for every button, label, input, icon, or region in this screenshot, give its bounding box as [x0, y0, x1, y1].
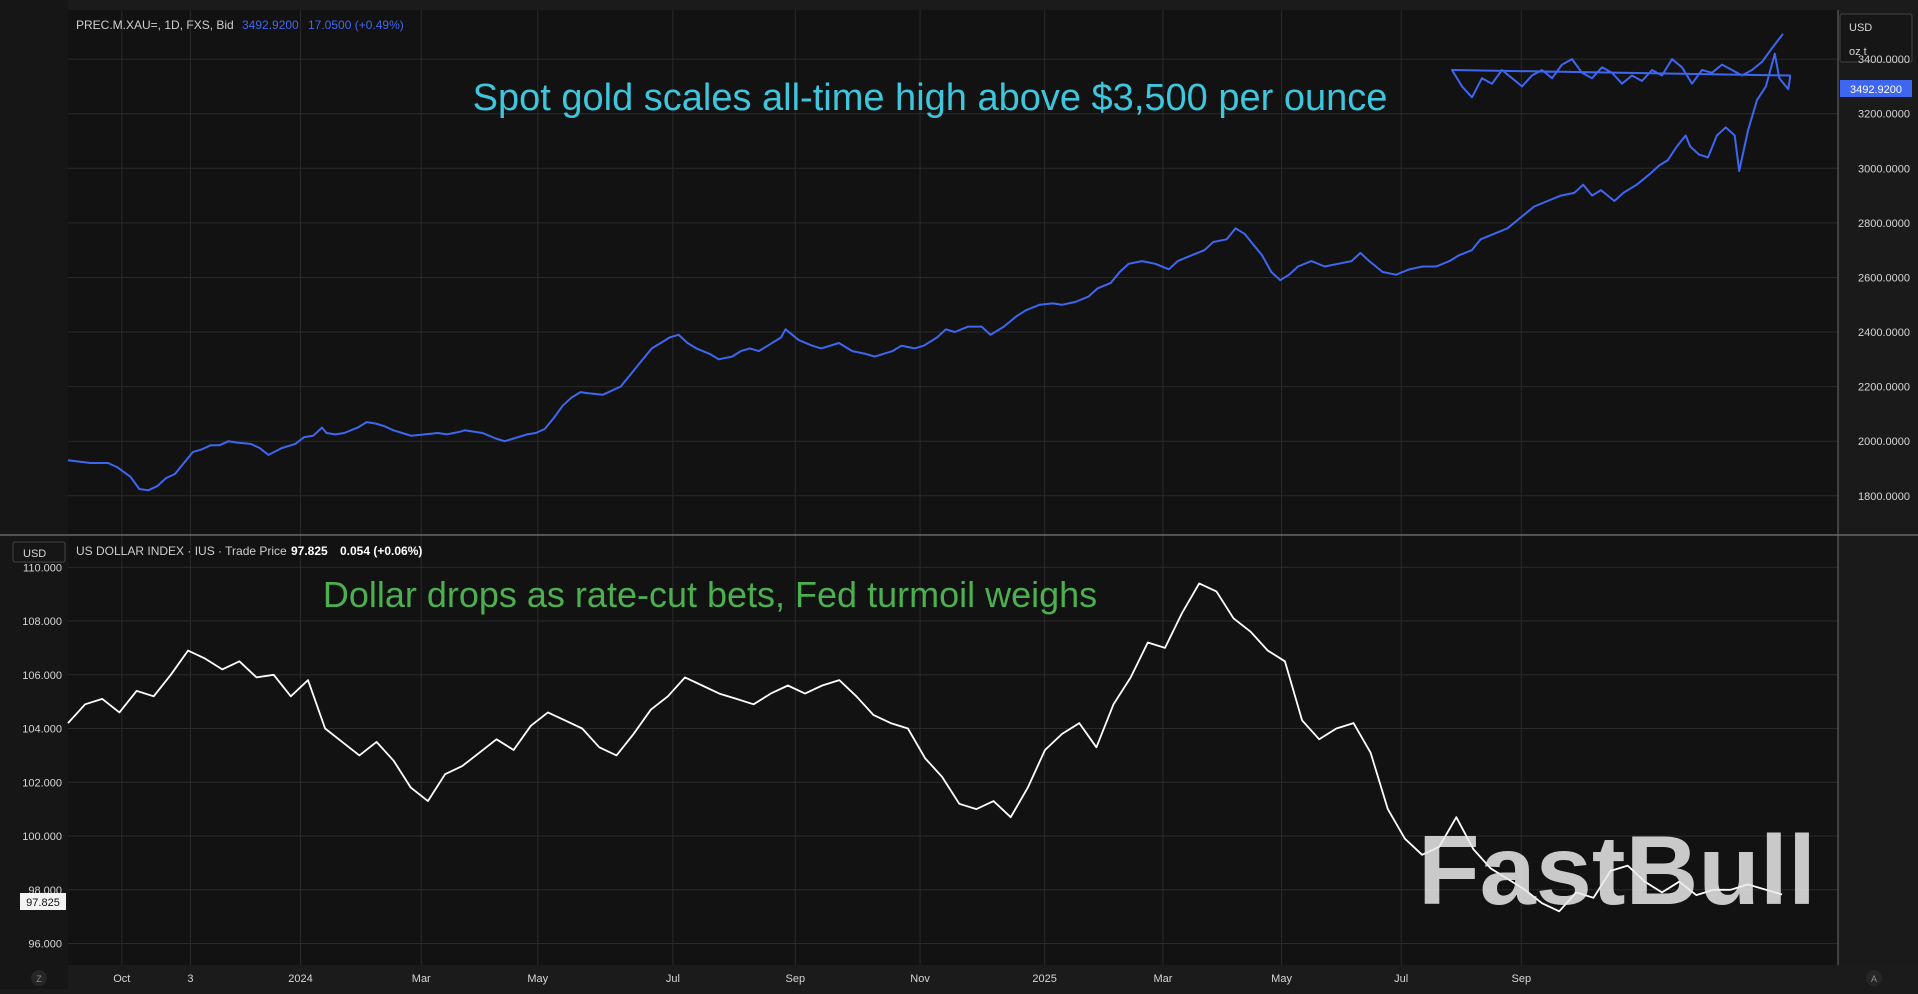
time-axis-label: Mar: [1153, 973, 1172, 985]
time-axis-labels: Oct 3 2024 Mar May Jul Sep Nov 2025 Mar May Jul Sep: [113, 973, 1531, 985]
gold-last-price-label: 3492.9200: [1850, 84, 1902, 96]
dxy-price-text: 97.825: [291, 544, 328, 558]
right-axis-background: [1838, 10, 1918, 965]
dxy-y-tick-label: 102.000: [22, 777, 62, 789]
gold-y-tick-label: 3400.0000: [1858, 54, 1910, 66]
gold-y-tick-label: 3000.0000: [1858, 163, 1910, 175]
right-corner-icon[interactable]: [1866, 970, 1882, 986]
dxy-unit-text: USD: [23, 548, 46, 560]
dxy-y-tick-label: 110.000: [23, 562, 62, 574]
gold-y-tick-label: 2800.0000: [1858, 218, 1910, 230]
gold-symbol-text: PREC.M.XAU=, 1D, FXS, Bid: [76, 18, 234, 32]
gold-unit-currency: USD: [1849, 22, 1872, 34]
gold-y-tick-label: 3200.0000: [1858, 109, 1910, 121]
dxy-y-tick-label: 106.000: [22, 670, 62, 682]
left-corner-icon[interactable]: [31, 970, 47, 986]
dxy-grid: [68, 566, 1838, 944]
watermark-logo: FastBull: [1418, 815, 1816, 925]
right-corner-label: A: [1871, 974, 1877, 984]
dxy-last-price-tag: [20, 893, 66, 910]
time-axis-label: 2025: [1032, 973, 1056, 985]
vertical-grid: [121, 10, 1522, 965]
time-axis-label: Jul: [1394, 973, 1408, 985]
gold-headline: Spot gold scales all-time high above $3,…: [473, 77, 1388, 119]
gold-y-axis-labels: 1800.0000 2000.0000 2200.0000 2400.0000 2600…: [1858, 54, 1910, 503]
dxy-y-tick-label: 104.000: [22, 724, 62, 736]
gold-y-tick-label: 2600.0000: [1858, 272, 1910, 284]
time-axis-label: Mar: [412, 973, 431, 985]
dxy-panel-background: [68, 535, 1838, 965]
gold-y-tick-label: 1800.0000: [1858, 491, 1910, 503]
gold-panel-background: [68, 10, 1838, 534]
dxy-y-axis-labels: 96.00098.000100.000102.000104.000106.000…: [22, 562, 62, 950]
time-axis-label: Nov: [910, 973, 930, 985]
time-axis-label: May: [527, 973, 548, 985]
gold-y-tick-label: 2200.0000: [1858, 382, 1910, 394]
time-axis-label: Sep: [1512, 973, 1532, 985]
gold-y-tick-label: 2000.0000: [1858, 436, 1910, 448]
dxy-last-price-label: 97.825: [26, 897, 60, 909]
gold-price-text: 3492.9200: [242, 18, 299, 32]
gold-grid: [68, 58, 1838, 497]
gold-change-text: 17.0500 (+0.49%): [308, 18, 404, 32]
dxy-headline: Dollar drops as rate-cut bets, Fed turmo…: [323, 574, 1097, 615]
time-axis-label: Sep: [786, 973, 806, 985]
dxy-y-tick-label: 108.000: [22, 616, 62, 628]
time-axis-label: Jul: [666, 973, 680, 985]
gold-y-tick-label: 2400.0000: [1858, 327, 1910, 339]
time-axis-label: 2024: [288, 973, 312, 985]
time-axis-label: May: [1271, 973, 1292, 985]
gold-price-line[interactable]: [67, 33, 1791, 492]
dxy-price-line[interactable]: [67, 582, 1783, 913]
gold-last-price-tag: [1840, 80, 1912, 97]
dxy-symbol-text: US DOLLAR INDEX · IUS · Trade Price: [76, 544, 287, 558]
time-axis-label: 3: [187, 973, 193, 985]
time-axis-label: Oct: [113, 973, 130, 985]
gold-unit-weight: oz t: [1849, 46, 1867, 58]
dxy-y-tick-label: 100.000: [22, 831, 62, 843]
dxy-unit-badge[interactable]: [12, 541, 66, 563]
left-strip: [0, 0, 68, 989]
left-corner-label: Z: [36, 974, 42, 984]
dxy-y-tick-label: 96.000: [28, 939, 62, 951]
gold-unit-badge[interactable]: [1839, 13, 1913, 63]
dxy-change-text: 0.054 (+0.06%): [340, 544, 422, 558]
